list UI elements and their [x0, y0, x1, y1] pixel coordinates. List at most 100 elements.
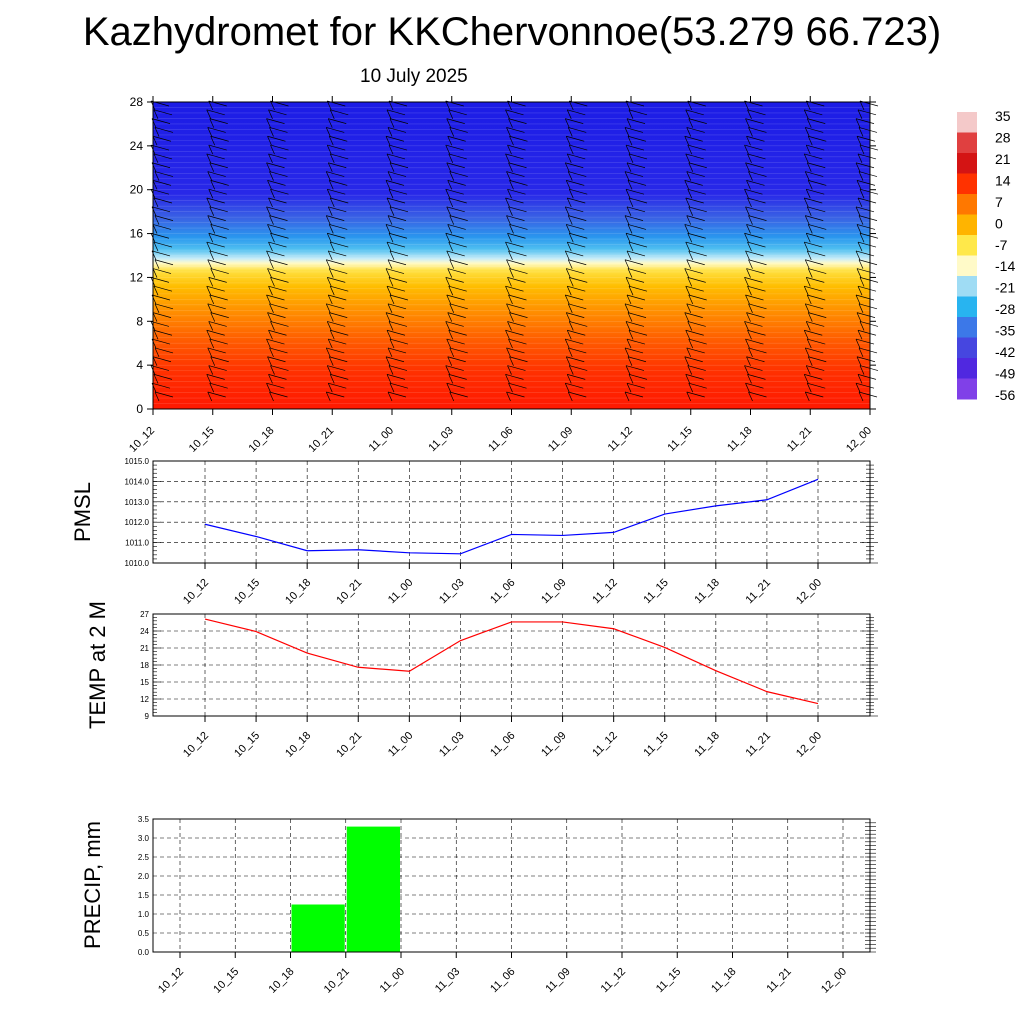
wind-barb [505, 241, 510, 252]
wind-barb [806, 206, 812, 216]
x-tick-label: 11_00 [378, 966, 408, 996]
colorbar-segment [957, 276, 977, 297]
wind-barb-flag [565, 162, 584, 169]
wind-barb-flag [856, 180, 876, 186]
wind-barb [269, 127, 274, 137]
wind-barb-flag [806, 232, 825, 239]
colorbar-label: 21 [995, 151, 1011, 167]
wind-barb-flag [747, 197, 766, 204]
wind-barb-flag [804, 197, 823, 204]
wind-barb-flag [326, 347, 345, 354]
wind-barb-flag [449, 303, 468, 310]
wind-barb-flag [744, 188, 763, 195]
wind-barb-flag [269, 171, 288, 177]
wind-barb-flag [206, 374, 225, 380]
wind-barb [565, 180, 571, 190]
y-tick-label: 4 [136, 358, 143, 372]
colorbar-label: -49 [995, 366, 1015, 382]
x-tick-label: 10_15 [232, 730, 262, 760]
wind-barb [327, 338, 333, 349]
wind-barb [806, 250, 812, 261]
wind-barb-flag [209, 382, 228, 389]
wind-barb-flag [448, 109, 467, 116]
wind-barb [746, 180, 751, 190]
wind-barb [564, 294, 570, 305]
chart-subtitle: 10 July 2025 [360, 66, 468, 87]
colorbar-segment [957, 358, 977, 379]
wind-barb-flag [207, 391, 226, 398]
wind-barb-flag [152, 268, 172, 274]
wind-barb [747, 330, 752, 340]
wind-barb-flag [267, 135, 286, 142]
wind-barb-flag [330, 153, 349, 160]
colorbar-label: 14 [995, 172, 1011, 188]
wind-barb-flag [565, 118, 584, 124]
wind-barb-flag [807, 338, 826, 345]
wind-barb-flag [445, 321, 464, 327]
wind-barb [328, 224, 334, 234]
wind-barb [387, 171, 393, 181]
wind-barb [209, 118, 215, 128]
wind-barb [506, 303, 511, 313]
wind-barb-flag [855, 162, 875, 169]
wind-barb [209, 294, 215, 305]
wind-barb [625, 365, 631, 375]
wind-barb [745, 162, 750, 172]
wind-barb-flag [269, 391, 288, 398]
wind-barb [154, 215, 160, 225]
wind-barb [747, 197, 752, 208]
wind-barb-flag [567, 374, 586, 380]
wind-barb [804, 127, 810, 137]
colorbar-segment [957, 112, 977, 133]
wind-barb [325, 259, 331, 269]
x-tick-label: 11_06 [488, 577, 518, 607]
wind-barb [855, 118, 861, 128]
wind-barb [506, 215, 511, 225]
wind-barb-flag [748, 171, 767, 177]
x-tick-label: 10_18 [283, 577, 313, 607]
x-tick-label: 12_00 [794, 577, 824, 607]
colorbar-label: -42 [995, 344, 1015, 360]
wind-barb-flag [748, 347, 767, 354]
wind-barb [509, 268, 514, 278]
wind-barb-flag [624, 303, 644, 310]
wind-barb-flag [686, 215, 705, 221]
wind-barb-flag [269, 347, 288, 354]
wind-barb [806, 118, 812, 128]
wind-barb [745, 294, 750, 305]
wind-barb-flag [625, 144, 645, 151]
wind-barb-flag [449, 127, 468, 133]
wind-barb [688, 162, 694, 172]
wind-barb [267, 224, 272, 234]
wind-barb-flag [506, 347, 525, 354]
wind-barb-flag [267, 312, 286, 318]
wind-barb-flag [447, 135, 466, 142]
wind-barb [509, 356, 514, 366]
y-tick-label: 28 [130, 95, 144, 109]
wind-barb [208, 189, 214, 199]
wind-barb-flag [389, 206, 409, 213]
y-tick-label: 0 [136, 402, 143, 416]
x-tick-label: 10_12 [181, 577, 211, 607]
wind-barb [445, 189, 451, 199]
wind-barb [388, 277, 394, 287]
wind-barb [626, 206, 632, 216]
wind-barb-flag [747, 241, 766, 248]
wind-barb [508, 206, 513, 216]
wind-barb [627, 312, 633, 322]
wind-barb-flag [684, 224, 703, 230]
wind-barb [745, 383, 750, 393]
x-tick-label: 11_21 [785, 425, 815, 455]
wind-barb-flag [626, 250, 646, 257]
wind-barb [325, 347, 331, 358]
wind-barb-flag [387, 127, 407, 133]
wind-barb [329, 374, 335, 384]
wind-barb [506, 391, 511, 402]
wind-barb [748, 171, 753, 181]
wind-barb-flag [748, 215, 767, 221]
wind-barb [624, 259, 630, 269]
wind-barb [327, 118, 333, 128]
wind-barb-flag [209, 338, 228, 345]
wind-barb-flag [808, 224, 827, 230]
wind-barb-flag [808, 312, 827, 318]
